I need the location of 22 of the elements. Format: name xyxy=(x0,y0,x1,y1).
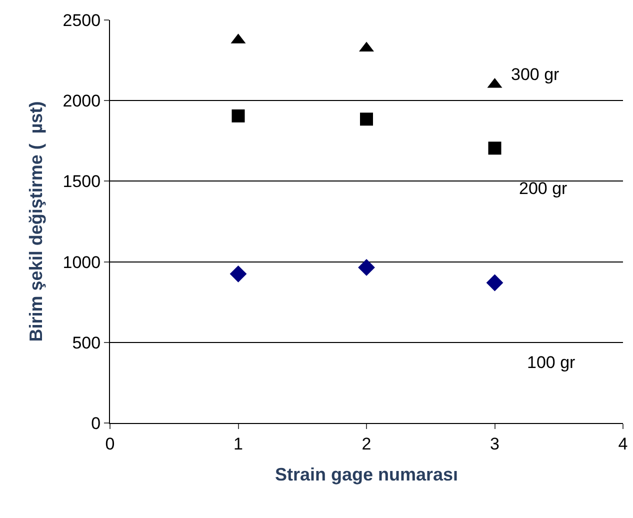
y-tick-label: 2000 xyxy=(62,92,101,111)
point xyxy=(230,265,247,282)
x-tick-label: 4 xyxy=(618,434,628,454)
x-tick-label: 0 xyxy=(105,434,115,454)
point xyxy=(232,109,245,122)
series-label: 200 gr xyxy=(519,179,568,198)
y-tick-label: 1000 xyxy=(62,252,101,272)
y-tick-label: 2500 xyxy=(62,10,101,30)
series-label: 300 gr xyxy=(511,65,560,84)
y-axis-title: Birim şekil değiştirme ( µst) xyxy=(26,101,46,342)
y-tick-label: 500 xyxy=(72,333,101,352)
y-tick-label: 1500 xyxy=(62,172,101,192)
y-tick-label: 0 xyxy=(91,414,101,433)
point xyxy=(360,112,373,126)
point xyxy=(488,142,502,155)
x-tick-label: 2 xyxy=(362,434,372,454)
point xyxy=(486,274,504,292)
point xyxy=(358,258,375,276)
x-axis-title: Strain gage numarası xyxy=(274,464,458,484)
x-tick-label: 3 xyxy=(490,434,500,454)
text: 100 gr xyxy=(527,353,576,372)
x-tick-label: 1 xyxy=(234,434,243,454)
